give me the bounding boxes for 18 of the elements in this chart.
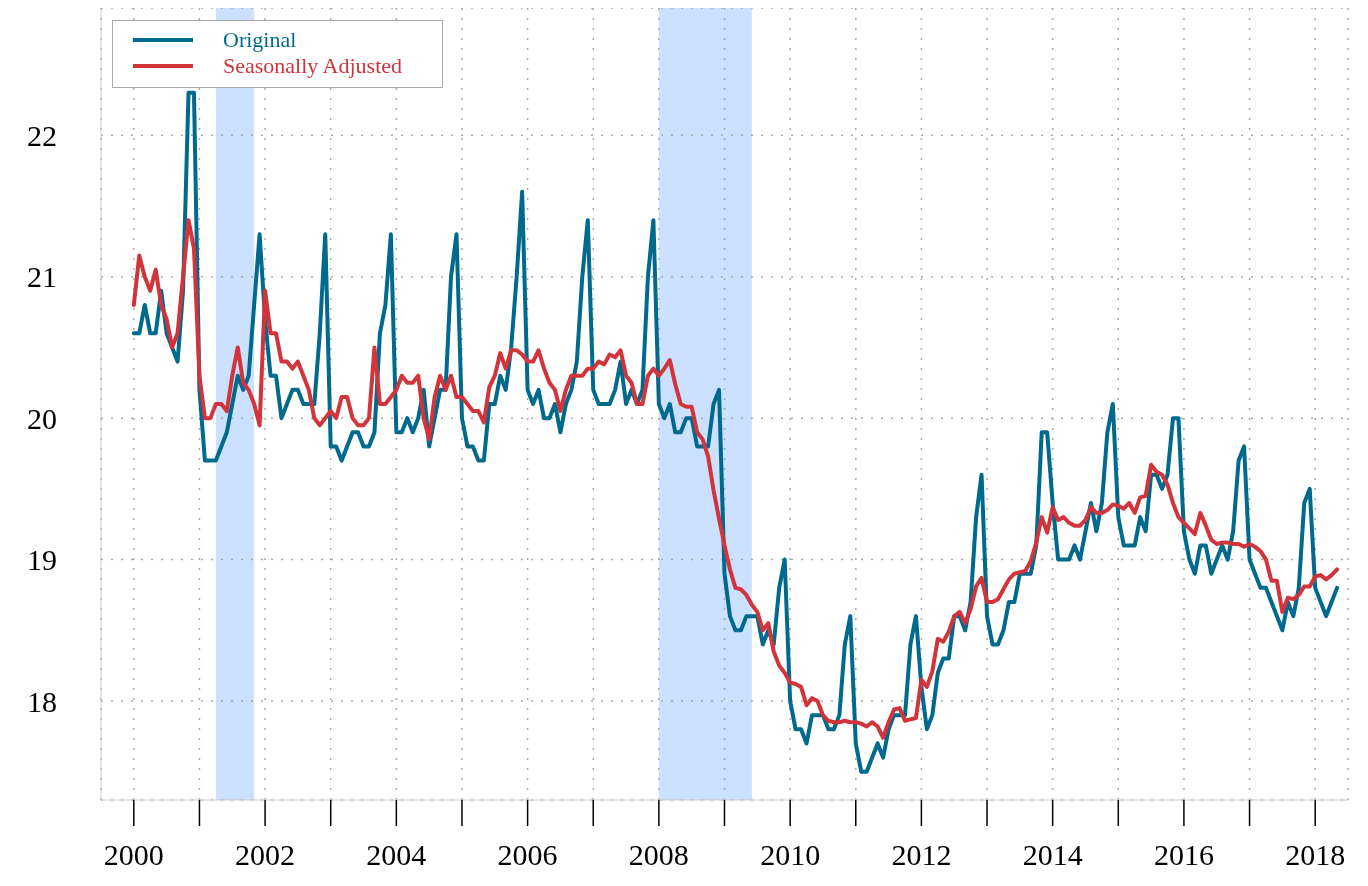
y-tick-label: 22: [27, 118, 57, 152]
x-tick-label: 2008: [628, 838, 689, 872]
x-tick-label: 2012: [891, 838, 952, 872]
legend-label: Original: [223, 27, 297, 53]
x-tick-label: 2018: [1285, 838, 1346, 872]
y-tick-label: 18: [27, 684, 57, 718]
y-tick-label: 19: [27, 543, 57, 577]
legend-label: Seasonally Adjusted: [223, 53, 403, 79]
x-tick-label: 2016: [1153, 838, 1214, 872]
x-tick-label: 2006: [497, 838, 558, 872]
line-series: [131, 218, 1340, 740]
x-tick-label: 2014: [1022, 838, 1083, 872]
x-tick-label: 2000: [103, 838, 164, 872]
y-tick-label: 21: [27, 260, 57, 294]
x-tick-label: 2004: [366, 838, 427, 872]
y-tick-label: 20: [27, 401, 57, 435]
x-tick-label: 2002: [235, 838, 296, 872]
x-tick-label: 2010: [760, 838, 821, 872]
